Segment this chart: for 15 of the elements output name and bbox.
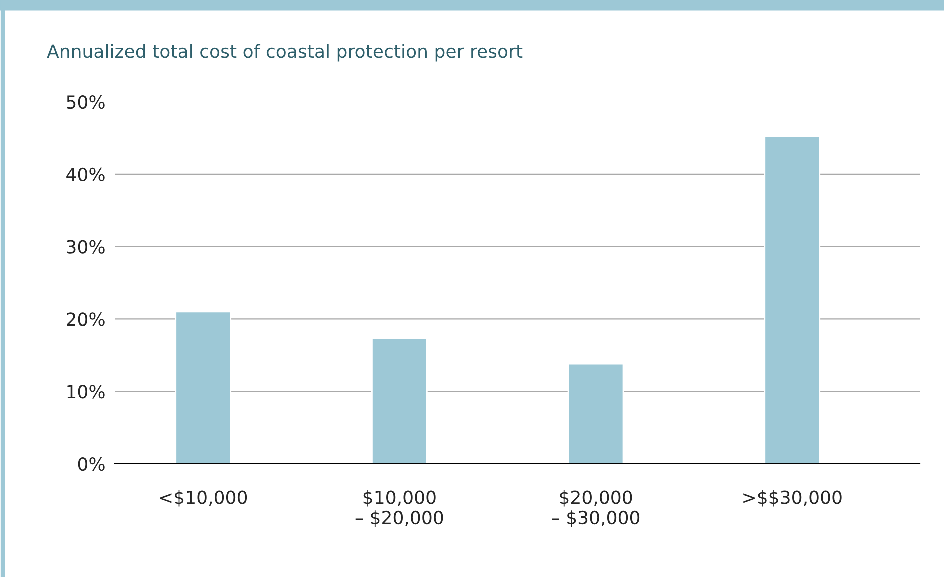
bar [568,363,624,464]
x-tick-label: $10,000 – $20,000 [356,490,444,527]
y-tick-label: 10% [68,385,105,399]
chart-title: Annualized total cost of coastal protection per resort [47,44,523,62]
y-tick-label: 50% [67,95,105,110]
x-tick-label: $20,000 – $30,000 [552,490,640,527]
bar [175,311,232,464]
y-tick-label: 20% [67,312,105,326]
y-tick-label: 40% [66,168,105,182]
bar [764,136,821,464]
x-tick-label: <$10,000 [160,490,248,507]
bar [372,338,428,464]
y-tick-label: 0% [78,457,105,472]
x-tick-label: >$$30,000 [744,490,842,507]
y-tick-label: 30% [67,240,105,254]
